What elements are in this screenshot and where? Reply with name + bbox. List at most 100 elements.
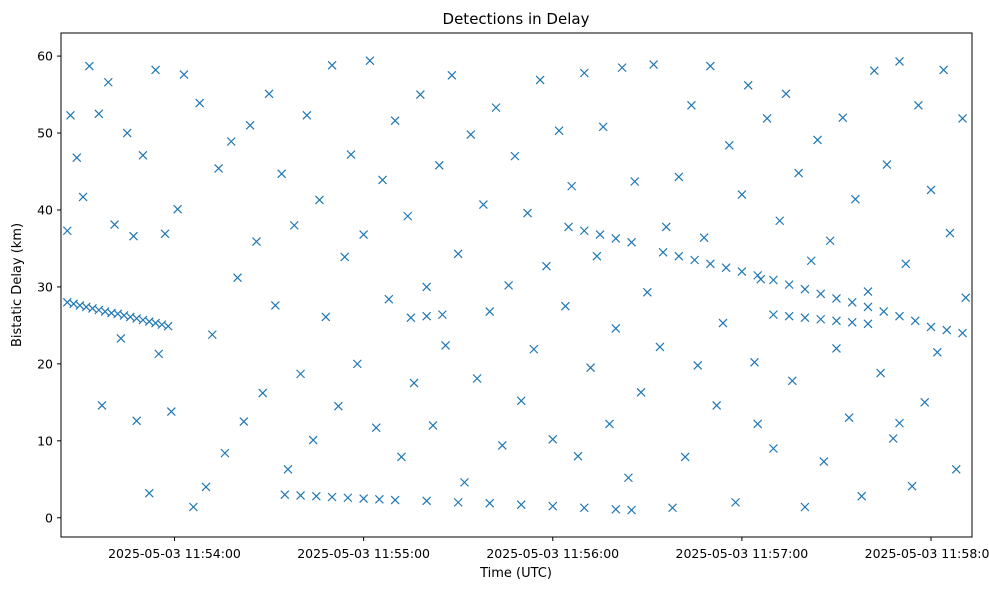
data-point bbox=[712, 400, 722, 410]
data-point bbox=[869, 66, 879, 76]
data-point bbox=[160, 229, 170, 239]
y-tick-label: 20 bbox=[37, 356, 53, 371]
data-point bbox=[220, 448, 230, 458]
data-point bbox=[548, 501, 558, 511]
data-point bbox=[173, 204, 183, 214]
data-point bbox=[516, 500, 526, 510]
data-point bbox=[296, 369, 305, 379]
data-point bbox=[958, 328, 967, 338]
data-point bbox=[453, 497, 463, 507]
data-point bbox=[907, 481, 917, 491]
data-point bbox=[718, 318, 728, 328]
data-point bbox=[460, 477, 469, 487]
data-point bbox=[478, 200, 488, 210]
data-point bbox=[816, 289, 826, 299]
data-point bbox=[800, 284, 810, 294]
data-point bbox=[705, 259, 715, 269]
data-point bbox=[214, 164, 224, 173]
data-point bbox=[724, 140, 734, 150]
data-point bbox=[497, 441, 507, 450]
data-point bbox=[627, 237, 636, 247]
data-point bbox=[649, 60, 659, 69]
data-point bbox=[693, 360, 703, 370]
data-point bbox=[655, 342, 665, 352]
data-point bbox=[611, 504, 621, 514]
data-point bbox=[705, 61, 715, 71]
data-point bbox=[951, 464, 961, 474]
data-point bbox=[390, 116, 400, 126]
data-point bbox=[958, 113, 967, 123]
data-point bbox=[895, 311, 904, 321]
data-point bbox=[406, 313, 416, 323]
data-point bbox=[737, 190, 747, 200]
y-tick-label: 50 bbox=[37, 126, 53, 141]
data-point bbox=[195, 98, 205, 108]
data-point bbox=[283, 464, 293, 474]
data-point bbox=[768, 444, 778, 453]
data-point bbox=[863, 302, 873, 312]
data-point bbox=[895, 57, 904, 66]
data-point bbox=[750, 357, 759, 367]
data-point bbox=[466, 130, 476, 139]
data-point bbox=[753, 419, 763, 429]
data-point bbox=[343, 493, 353, 503]
data-point bbox=[485, 498, 495, 508]
data-point bbox=[390, 495, 400, 505]
data-point bbox=[188, 502, 198, 512]
data-point bbox=[932, 347, 942, 357]
data-point bbox=[926, 322, 936, 332]
data-point bbox=[542, 261, 551, 271]
data-point bbox=[510, 151, 520, 161]
data-point bbox=[680, 452, 690, 462]
data-point bbox=[863, 319, 873, 329]
data-point bbox=[302, 110, 312, 120]
data-point bbox=[737, 267, 747, 276]
data-point bbox=[252, 237, 261, 246]
data-point bbox=[84, 61, 94, 71]
x-axis-label: Time (UTC) bbox=[479, 566, 552, 581]
data-point bbox=[775, 216, 785, 226]
data-point bbox=[110, 220, 120, 230]
data-point bbox=[942, 325, 952, 335]
data-point bbox=[945, 228, 955, 238]
y-tick-label: 10 bbox=[37, 433, 53, 448]
data-point bbox=[132, 416, 142, 426]
data-point bbox=[327, 60, 337, 70]
data-point bbox=[813, 135, 822, 145]
data-point bbox=[832, 294, 841, 303]
data-point bbox=[378, 175, 387, 185]
data-point bbox=[816, 314, 826, 324]
data-point bbox=[781, 89, 791, 99]
data-point bbox=[359, 494, 369, 503]
data-point bbox=[920, 397, 930, 407]
data-point bbox=[699, 233, 709, 243]
data-point bbox=[768, 310, 778, 320]
data-point bbox=[573, 451, 583, 461]
data-point bbox=[422, 282, 432, 292]
data-point bbox=[579, 226, 589, 236]
y-tick-label: 60 bbox=[37, 49, 53, 64]
y-tick-label: 30 bbox=[37, 279, 53, 294]
data-point bbox=[784, 311, 794, 321]
data-point bbox=[768, 275, 778, 285]
data-point bbox=[129, 231, 138, 241]
data-point bbox=[138, 150, 148, 160]
data-point bbox=[579, 503, 589, 513]
data-point bbox=[627, 505, 636, 515]
data-point bbox=[116, 334, 126, 343]
x-tick-label: 2025-05-03 11:55:00 bbox=[297, 546, 430, 561]
data-point bbox=[207, 330, 217, 340]
data-point bbox=[687, 100, 696, 110]
data-point bbox=[447, 70, 457, 80]
data-point bbox=[277, 169, 287, 179]
data-point bbox=[579, 68, 589, 78]
data-point bbox=[598, 122, 608, 132]
data-point bbox=[630, 177, 640, 186]
data-point bbox=[844, 413, 854, 423]
data-point bbox=[535, 75, 545, 85]
x-axis-ticks: 2025-05-03 11:54:00 2025-05-03 11:55:00 20… bbox=[108, 537, 989, 561]
data-point bbox=[226, 137, 236, 146]
data-point bbox=[560, 301, 570, 311]
x-tick-label: 2025-05-03 11:54:00 bbox=[108, 546, 241, 561]
